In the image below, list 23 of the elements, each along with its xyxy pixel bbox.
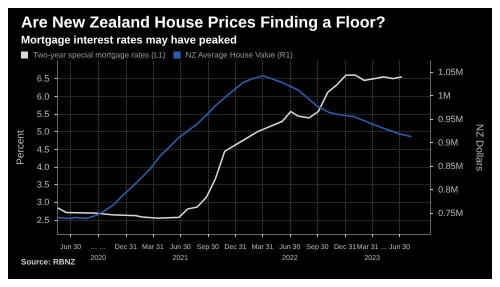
y-axis-title: Percent bbox=[16, 130, 26, 165]
y-tick-label: 2.5 bbox=[36, 214, 50, 225]
y-tick-label: 4.5 bbox=[36, 144, 50, 154]
y2-tick-label: 0.9M bbox=[438, 137, 458, 148]
legend-label: Two-year special mortgage rates (L1) bbox=[33, 50, 166, 60]
y-tick-label: 3.5 bbox=[36, 180, 50, 190]
y-tick-label: 3.0 bbox=[36, 197, 50, 208]
y2-tick-label: 0.8M bbox=[438, 184, 458, 194]
y-tick-label: 5.0 bbox=[36, 126, 50, 137]
y2-tick-label: 1M bbox=[438, 90, 451, 100]
chart-subtitle: Mortgage interest rates may have peaked bbox=[21, 34, 237, 46]
y-tick-label: 6.5 bbox=[36, 74, 50, 84]
y-tick-label: 5.5 bbox=[36, 108, 50, 119]
y2-tick-label: 0.75M bbox=[438, 208, 464, 218]
y2-tick-label: 1.05M bbox=[438, 66, 464, 77]
y2-tick-label: 0.95M bbox=[438, 114, 464, 124]
chart-title: Are New Zealand House Prices Finding a Floor? bbox=[21, 14, 386, 32]
legend-label: NZ Average House Value (R1) bbox=[186, 50, 294, 60]
y2-tick-label: 0.85M bbox=[438, 160, 464, 171]
y-tick-label: 4.0 bbox=[36, 162, 50, 172]
y-tick-label: 6.0 bbox=[36, 91, 50, 102]
y2-axis-title: NZ Dollars bbox=[474, 124, 484, 172]
source-note: Source: RBNZ bbox=[21, 258, 76, 266]
